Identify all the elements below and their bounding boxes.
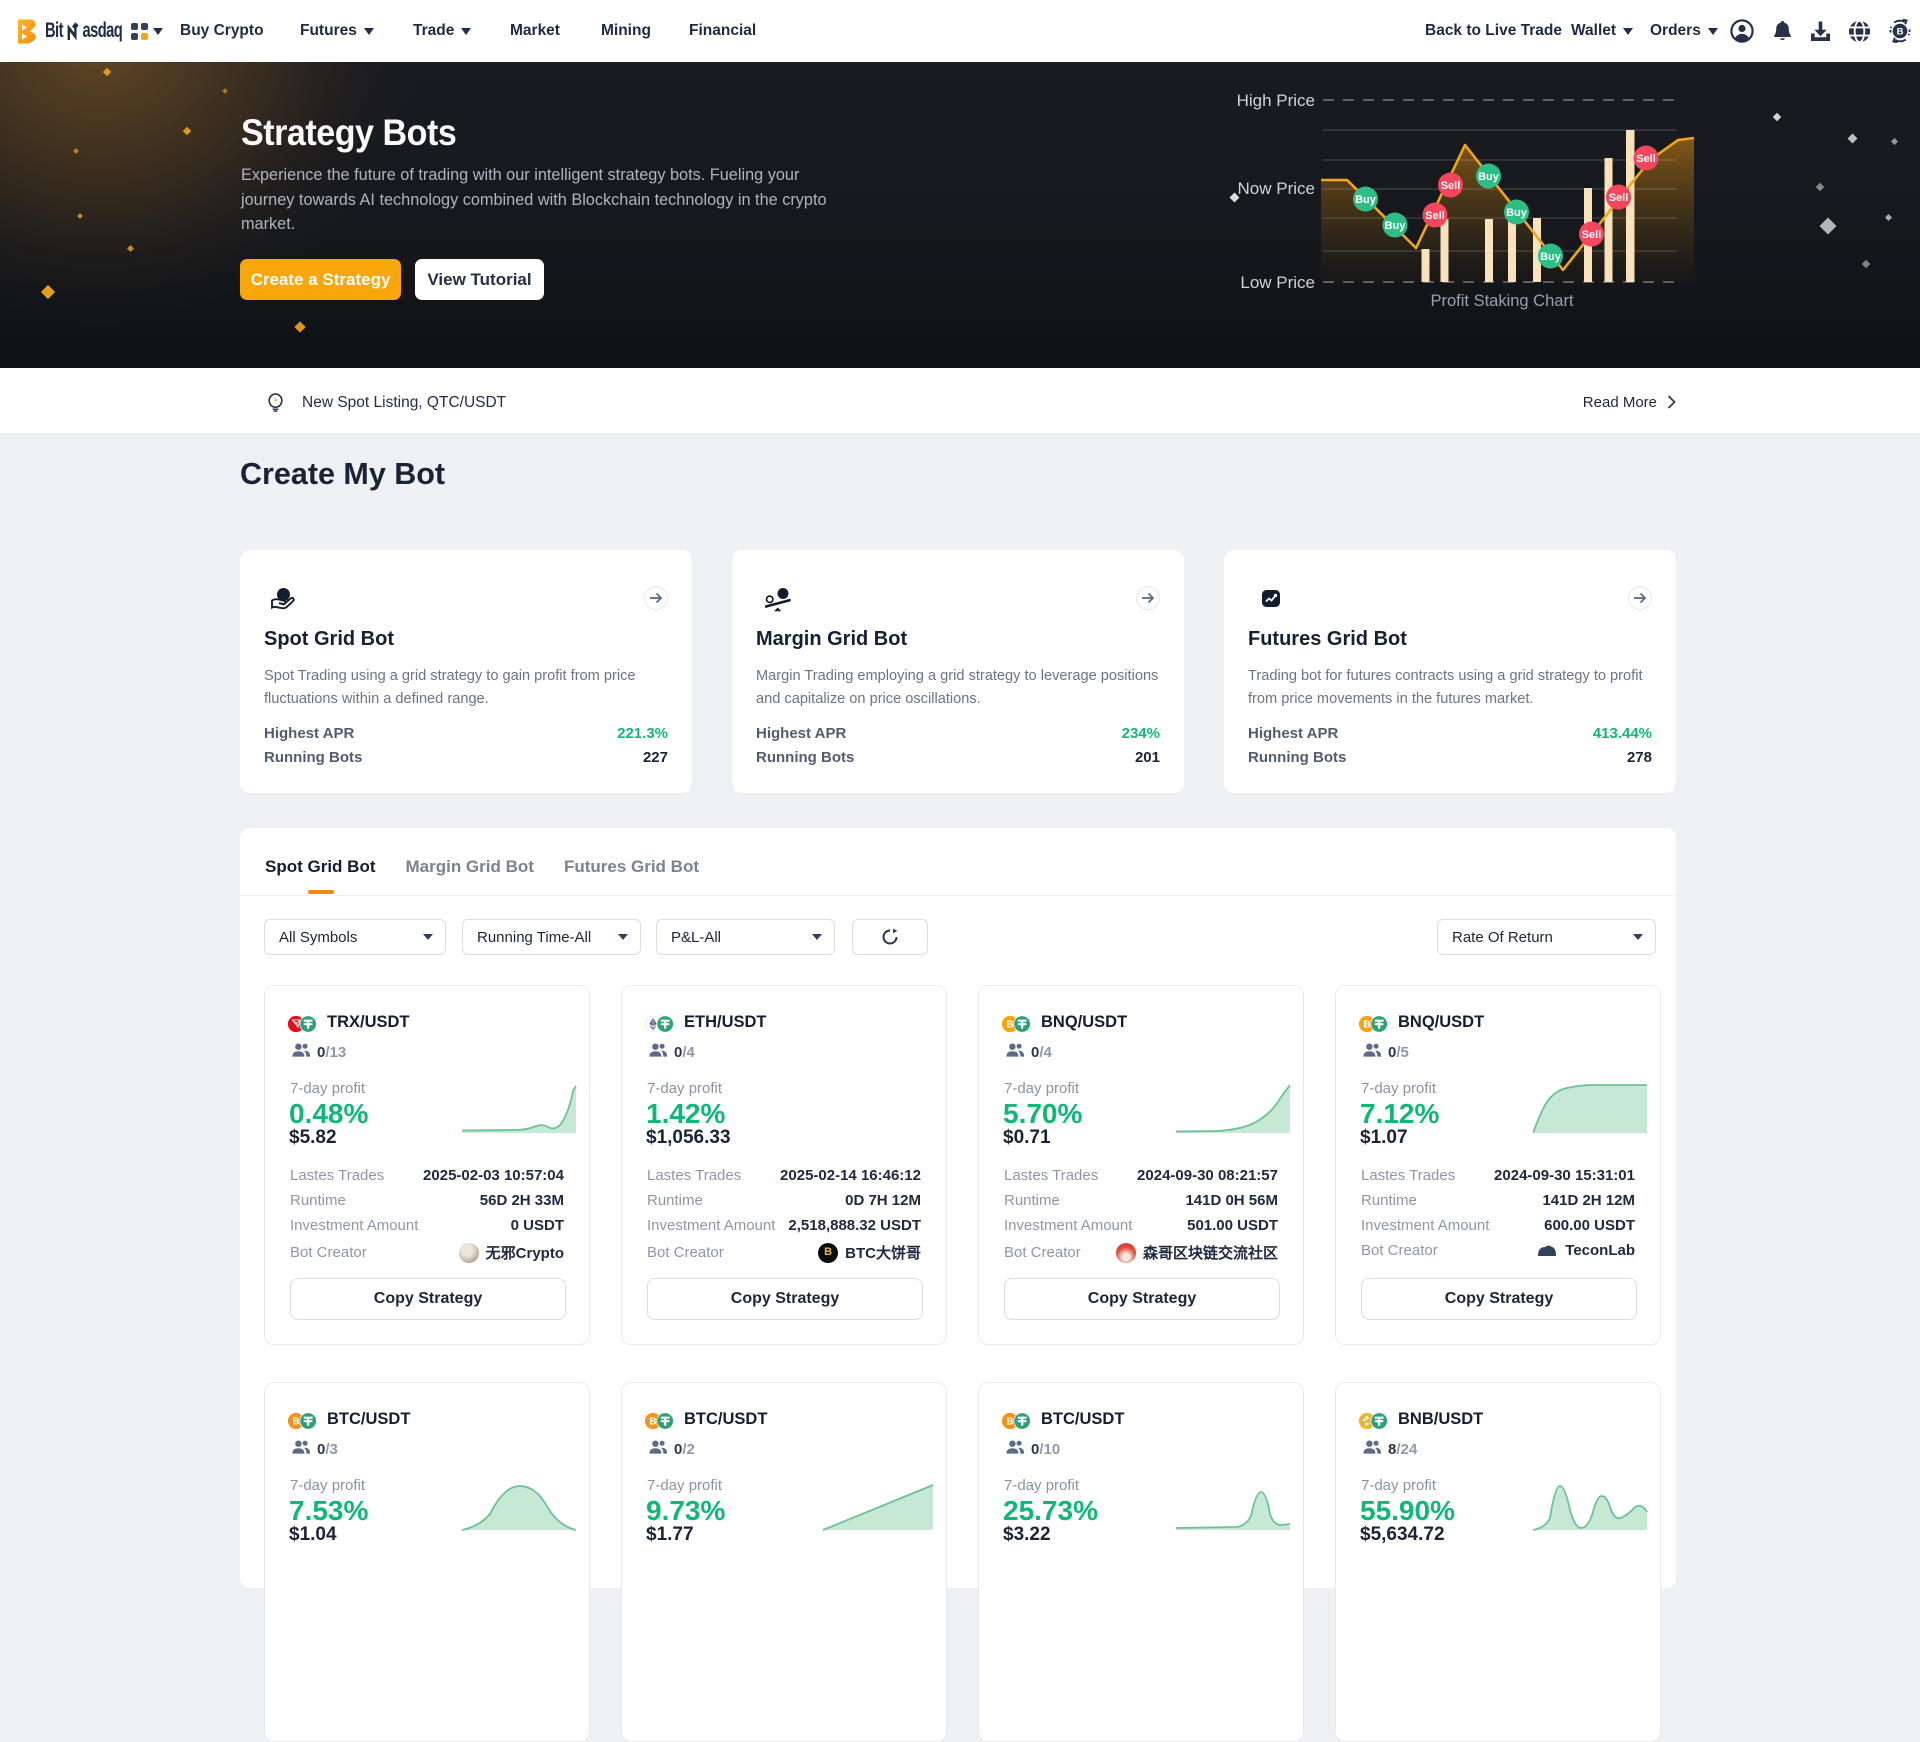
svg-text:Profit Staking Chart: Profit Staking Chart (1430, 292, 1573, 310)
svg-text:Buy: Buy (1355, 194, 1377, 206)
svg-text:Sell: Sell (1425, 210, 1445, 222)
svg-text:High Price: High Price (1237, 91, 1315, 110)
svg-text:B: B (649, 1417, 656, 1428)
svg-text:Sell: Sell (1609, 192, 1629, 204)
svg-text:B: B (1006, 1020, 1013, 1031)
svg-text:B: B (292, 1417, 299, 1428)
svg-text:Buy: Buy (1385, 220, 1407, 232)
svg-text:B: B (1897, 26, 1904, 37)
svg-text:Sell: Sell (1582, 229, 1602, 241)
svg-text:Buy: Buy (1506, 207, 1528, 219)
svg-text:Sell: Sell (1636, 153, 1656, 165)
svg-text:B: B (1363, 1020, 1370, 1031)
svg-text:Sell: Sell (1441, 180, 1461, 192)
svg-text:Buy: Buy (1478, 171, 1500, 183)
svg-text:Buy: Buy (1540, 251, 1562, 263)
svg-text:Low Price: Low Price (1240, 273, 1315, 292)
svg-text:B: B (1006, 1417, 1013, 1428)
svg-text:Now Price: Now Price (1238, 179, 1315, 198)
